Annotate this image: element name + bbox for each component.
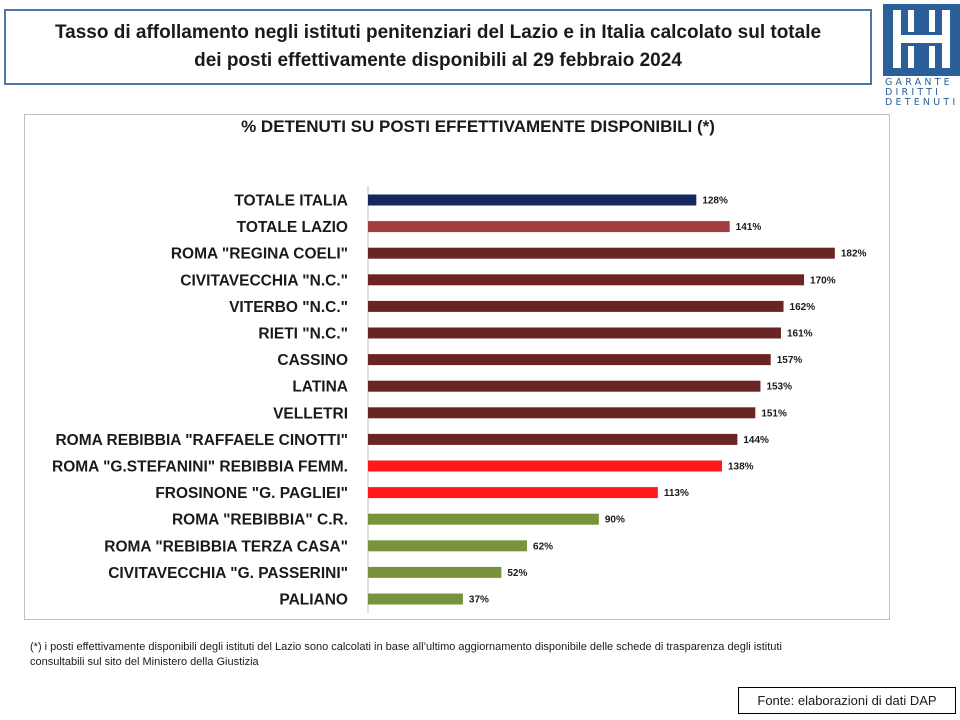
bar (368, 593, 463, 605)
value-label: 141% (736, 222, 762, 233)
bar-chart: TOTALE ITALIA 128% TOTALE LAZIO 141% ROMA "R… (52, 186, 867, 613)
category-label: RIETI "N.C." (258, 326, 348, 343)
page-title-line-1: Tasso di affollamento negli istituti pen… (54, 22, 822, 43)
garante-logo-icon (883, 4, 960, 76)
bar (368, 433, 738, 445)
category-label: ROMA "REBIBBIA" C.R. (172, 512, 348, 529)
category-label: LATINA (292, 379, 348, 396)
bar (368, 513, 599, 525)
logo-text-line-3: DETENUTI (885, 97, 959, 108)
category-label: TOTALE LAZIO (237, 219, 348, 236)
category-label: FROSINONE "G. PAGLIEI" (155, 485, 348, 502)
category-label: VELLETRI (273, 405, 348, 422)
category-label: ROMA "G.STEFANINI" REBIBBIA FEMM. (52, 459, 348, 476)
value-label: 144% (743, 435, 769, 446)
value-label: 62% (533, 541, 553, 552)
page-title-line-2: dei posti effettivamente disponibili al … (194, 50, 682, 71)
logo-text-line-2: DIRITTI (885, 87, 942, 98)
footnote-line-1: (*) i posti effettivamente disponibili d… (30, 641, 782, 653)
value-label: 182% (841, 249, 867, 260)
value-label: 128% (702, 196, 728, 207)
value-label: 113% (664, 488, 689, 499)
category-label: VITERBO "N.C." (229, 299, 348, 316)
bar (368, 194, 697, 206)
value-label: 161% (787, 329, 813, 340)
bar (368, 354, 771, 366)
bar (368, 566, 502, 578)
value-label: 151% (761, 408, 787, 419)
value-label: 52% (507, 568, 527, 579)
value-label: 170% (810, 275, 836, 286)
footnote: (*) i posti effettivamente disponibili d… (30, 640, 930, 670)
value-label: 162% (790, 302, 816, 313)
logo-text-line-1: GARANTE (885, 77, 953, 88)
bar (368, 221, 730, 233)
bar (368, 247, 835, 259)
value-label: 90% (605, 515, 625, 526)
category-label: CIVITAVECCHIA "N.C." (180, 272, 348, 289)
bar (368, 327, 781, 339)
source-box: Fonte: elaborazioni di dati DAP (738, 687, 956, 714)
category-label: ROMA REBIBBIA "RAFFAELE CINOTTI" (55, 432, 348, 449)
value-label: 37% (469, 595, 489, 606)
garante-logo: GARANTE DIRITTI DETENUTI (883, 4, 960, 108)
bar (368, 300, 784, 312)
bar (368, 487, 658, 499)
bar (368, 407, 756, 419)
title-box: Tasso di affollamento negli istituti pen… (4, 9, 872, 85)
category-label: CASSINO (277, 352, 348, 369)
value-label: 153% (766, 382, 792, 393)
category-label: TOTALE ITALIA (234, 193, 348, 210)
category-label: ROMA "REGINA COELI" (171, 246, 348, 263)
bar (368, 460, 722, 472)
footnote-line-2: consultabili sul sito del Ministero dell… (30, 656, 259, 668)
chart-title: % DETENUTI SU POSTI EFFETTIVAMENTE DISPO… (241, 117, 715, 136)
category-label: PALIANO (279, 592, 348, 609)
value-label: 138% (728, 462, 754, 473)
bar (368, 380, 761, 392)
category-label: CIVITAVECCHIA "G. PASSERINI" (108, 565, 348, 582)
bar (368, 274, 805, 286)
chart-container: % DETENUTI SU POSTI EFFETTIVAMENTE DISPO… (24, 114, 890, 620)
bar (368, 540, 528, 552)
category-label: ROMA "REBIBBIA TERZA CASA" (104, 538, 348, 555)
source-text: Fonte: elaborazioni di dati DAP (757, 693, 937, 708)
value-label: 157% (777, 355, 803, 366)
